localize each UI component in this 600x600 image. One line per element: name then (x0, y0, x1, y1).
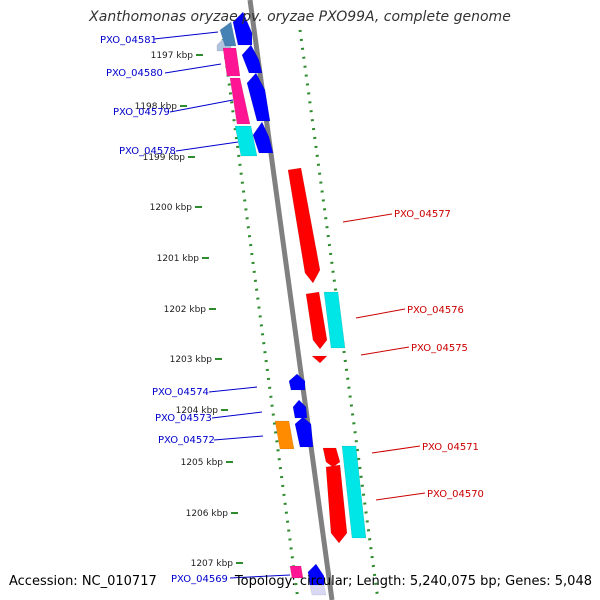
gene-block-blue-2[interactable] (241, 44, 263, 74)
gene-leader-line (153, 31, 219, 40)
gene-block-pxo-04581-b[interactable] (219, 21, 237, 47)
gene-label-forward[interactable]: PXO_04569 (171, 574, 228, 585)
gene-label-forward[interactable]: PXO_04573 (155, 413, 212, 424)
gene-leader-line (342, 213, 393, 223)
kbp-label: 1197 kbp (151, 51, 194, 61)
gene-block-pxo-04576-a[interactable] (305, 291, 328, 350)
gene-label-forward[interactable]: PXO_04572 (158, 435, 215, 446)
kbp-label: 1202 kbp (164, 305, 207, 315)
gene-leader-line (211, 411, 263, 419)
gene-block-blue-3[interactable] (246, 72, 271, 122)
gene-block-pxo-04573[interactable] (292, 399, 308, 419)
gene-block-pxo-04579[interactable] (229, 77, 251, 125)
gene-block-pxo-04569-a[interactable] (289, 565, 304, 579)
gene-block-pxo-04571[interactable] (322, 447, 341, 468)
gene-block-blue-4[interactable] (252, 121, 274, 154)
gene-block-pxo-04574[interactable] (288, 373, 306, 391)
kbp-label: 1207 kbp (191, 559, 234, 569)
gene-leader-line (229, 574, 291, 579)
gene-label-reverse[interactable]: PXO_04575 (411, 343, 468, 354)
gene-label-reverse[interactable]: PXO_04577 (394, 209, 451, 220)
gene-block-pxo-04572-b[interactable] (274, 420, 295, 450)
gene-block-pxo-04572-a[interactable] (294, 416, 314, 448)
gene-block-pxo-04575[interactable] (311, 355, 328, 364)
gene-leader-line (360, 346, 410, 356)
gene-leader-line (371, 445, 421, 454)
gene-label-forward[interactable]: PXO_04579 (113, 107, 170, 118)
gene-leader-line (375, 492, 426, 501)
gene-label-reverse[interactable]: PXO_04570 (427, 489, 484, 500)
gene-block-pxo-04577[interactable] (287, 167, 321, 284)
kbp-label: 1205 kbp (181, 458, 224, 468)
gene-label-forward[interactable]: PXO_04578 (119, 146, 176, 157)
gene-block-pxo-04570-b[interactable] (341, 445, 367, 539)
kbp-label: 1203 kbp (170, 355, 213, 365)
gene-leader-line (175, 141, 239, 152)
gene-label-forward[interactable]: PXO_04580 (106, 68, 163, 79)
kbp-label: 1199 kbp (143, 153, 186, 163)
gene-leader-line (355, 308, 406, 319)
gene-leader-line (169, 99, 234, 113)
gene-leader-line (208, 386, 258, 393)
gene-block-pxo-04569-b[interactable] (307, 563, 325, 586)
gene-block-pxo-04580[interactable] (222, 47, 241, 77)
gene-label-reverse[interactable]: PXO_04571 (422, 442, 479, 453)
kbp-label: 1198 kbp (135, 102, 178, 112)
gene-block-pxo-04576-b[interactable] (323, 291, 346, 349)
gene-label-reverse[interactable]: PXO_04576 (407, 305, 464, 316)
gene-block-pxo-04569-c[interactable] (309, 584, 327, 596)
topology-label: Topology: circular; Length: 5,240,075 bp… (234, 574, 592, 589)
gene-label-forward[interactable]: PXO_04574 (152, 387, 209, 398)
kbp-label: 1206 kbp (186, 509, 229, 519)
gene-leader-line (164, 63, 222, 74)
kbp-label: 1201 kbp (157, 254, 200, 264)
gene-label-forward[interactable]: PXO_04581 (100, 35, 157, 46)
gene-block-pxo-04578[interactable] (234, 125, 258, 157)
kbp-label: 1200 kbp (150, 203, 193, 213)
gene-leader-line (213, 435, 264, 441)
gene-block-blue-1[interactable] (232, 11, 253, 46)
kbp-label: 1204 kbp (176, 406, 219, 416)
gene-block-pxo-04570-a[interactable] (325, 464, 348, 544)
accession-label: Accession: NC_010717 (9, 574, 157, 589)
genome-title: Xanthomonas oryzae pv. oryzae PXO99A, co… (89, 9, 511, 25)
